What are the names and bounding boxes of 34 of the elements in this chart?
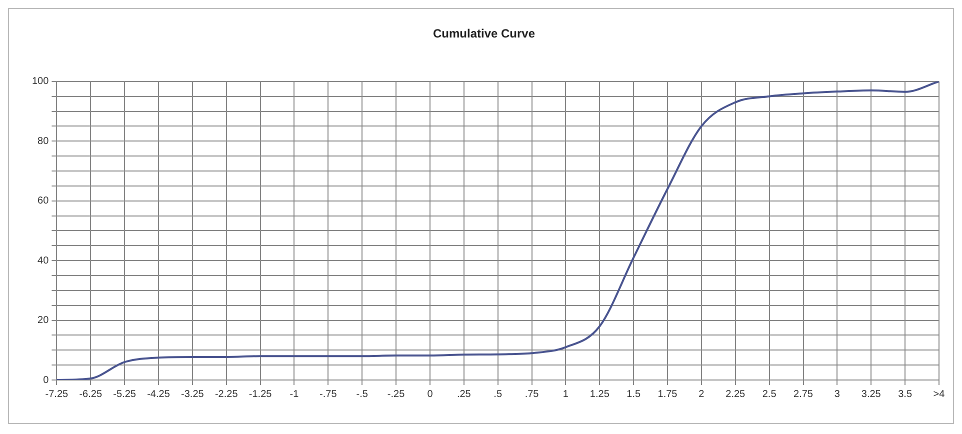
x-tick-label: .75 (524, 388, 540, 400)
x-tick-label: 1 (562, 388, 569, 400)
x-tick-label: 2 (698, 388, 705, 400)
x-tick-label: 1.75 (658, 388, 678, 400)
y-tick-label: 60 (38, 196, 50, 207)
x-tick-label: 3 (834, 388, 840, 400)
y-tick-label: 0 (43, 374, 50, 386)
x-tick-label: -4.25 (147, 388, 170, 400)
y-tick-label: 40 (38, 255, 50, 266)
x-tick-label: 2.5 (762, 388, 777, 400)
x-tick-label: -7.25 (45, 388, 69, 400)
x-tick-label: -.75 (320, 388, 338, 400)
x-tick-label: >4 (933, 388, 946, 400)
x-tick-label: -2.25 (214, 388, 238, 400)
x-tick-label: 0 (427, 388, 434, 400)
x-tick-label: 2.75 (794, 388, 814, 400)
x-tick-label: -5.25 (113, 388, 136, 400)
x-tick-label: 2.25 (726, 388, 746, 400)
chart-title: Cumulative Curve (432, 26, 536, 41)
x-tick-label: -1 (290, 388, 300, 400)
y-tick-label: 20 (38, 315, 50, 326)
x-tick-label: -1.25 (248, 388, 272, 400)
y-tick-label: 100 (32, 76, 50, 88)
x-tick-label: 3.5 (898, 388, 912, 400)
x-tick-label: -.5 (356, 388, 368, 400)
y-tick-label: 80 (38, 136, 50, 147)
x-tick-label: 3.25 (861, 388, 882, 400)
x-tick-label: -6.25 (79, 388, 102, 400)
x-tick-label: -.25 (387, 388, 406, 400)
x-tick-label: -3.25 (181, 388, 204, 400)
x-tick-label: 1.25 (590, 388, 610, 400)
x-tick-label: .5 (494, 388, 502, 400)
x-tick-label: 1.5 (626, 388, 641, 400)
x-tick-label: .25 (456, 388, 472, 400)
